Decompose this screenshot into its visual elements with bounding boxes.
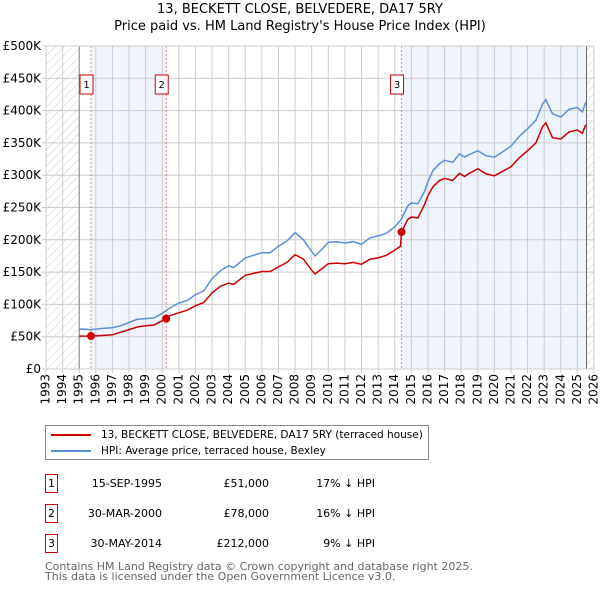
x-tick-label: 1996 bbox=[88, 374, 102, 405]
x-tick-label: 2020 bbox=[487, 374, 501, 405]
transaction-date: 15-SEP-1995 bbox=[91, 477, 162, 490]
x-tick-label: 2010 bbox=[321, 374, 335, 405]
x-tick-label: 2001 bbox=[171, 374, 185, 405]
y-tick-label: £50K bbox=[10, 330, 42, 344]
x-tick-label: 1997 bbox=[105, 374, 119, 405]
transaction-date: 30-MAR-2000 bbox=[87, 507, 162, 520]
legend-label: HPI: Average price, terraced house, Bexl… bbox=[101, 445, 326, 457]
x-tick-label: 2017 bbox=[437, 374, 451, 405]
x-tick-label: 2021 bbox=[503, 374, 517, 405]
chart-title: 13, BECKETT CLOSE, BELVEDERE, DA17 5RY bbox=[157, 2, 443, 17]
plot-border bbox=[45, 45, 595, 370]
x-tick-label: 2025 bbox=[570, 374, 584, 405]
chart-subtitle: Price paid vs. HM Land Registry's House … bbox=[114, 19, 486, 34]
x-tick-label: 2000 bbox=[155, 374, 169, 405]
sale-label: 3 bbox=[394, 80, 400, 91]
x-tick-label: 2015 bbox=[404, 374, 418, 405]
x-tick-label: 1998 bbox=[122, 374, 136, 405]
x-tick-label: 2007 bbox=[271, 374, 285, 405]
y-tick-label: £200K bbox=[3, 233, 43, 247]
x-tick-label: 2018 bbox=[454, 374, 468, 405]
x-tick-label: 2026 bbox=[587, 374, 600, 405]
transaction-hpi: 16% ↓ HPI bbox=[316, 507, 375, 520]
x-tick-label: 2014 bbox=[387, 374, 401, 405]
x-tick-label: 2008 bbox=[288, 374, 302, 405]
sale-label-box bbox=[79, 74, 94, 95]
sale-label-box bbox=[154, 74, 169, 95]
legend-swatch-blue bbox=[51, 450, 91, 452]
x-tick-label: 2019 bbox=[470, 374, 484, 405]
sale-point bbox=[87, 332, 96, 341]
x-tick-label: 2011 bbox=[337, 374, 351, 405]
x-tick-label: 2022 bbox=[520, 374, 534, 405]
transaction-row: 2 30-MAR-2000 £78,000 16% ↓ HPI bbox=[45, 504, 375, 524]
sale-point bbox=[397, 228, 406, 237]
y-tick-label: £300K bbox=[3, 168, 43, 182]
hpi-line bbox=[79, 98, 587, 331]
transaction-hpi: 9% ↓ HPI bbox=[323, 537, 375, 550]
property-price-line bbox=[79, 121, 587, 337]
x-tick-label: 1999 bbox=[138, 374, 152, 405]
x-tick-label: 2012 bbox=[354, 374, 368, 405]
legend-item-property: 13, BECKETT CLOSE, BELVEDERE, DA17 5RY (… bbox=[51, 429, 423, 441]
transaction-price: £78,000 bbox=[223, 507, 270, 520]
legend: 13, BECKETT CLOSE, BELVEDERE, DA17 5RY (… bbox=[45, 425, 429, 460]
marker-number: 3 bbox=[45, 534, 58, 553]
x-tick-label: 2004 bbox=[221, 374, 235, 405]
legend-label: 13, BECKETT CLOSE, BELVEDERE, DA17 5RY (… bbox=[101, 429, 423, 441]
y-tick-label: £450K bbox=[3, 71, 43, 85]
transaction-row: 1 15-SEP-1995 £51,000 17% ↓ HPI bbox=[45, 474, 375, 494]
y-tick-label: £100K bbox=[3, 297, 43, 311]
x-tick-label: 2005 bbox=[238, 374, 252, 405]
transaction-price: £212,000 bbox=[216, 537, 270, 550]
x-tick-label: 1993 bbox=[39, 374, 53, 405]
transaction-price: £51,000 bbox=[223, 477, 270, 490]
price-chart: 1993 1994 1995 1996 1997 1998 1999 2000 2001 2002… bbox=[3, 39, 600, 405]
transaction-hpi: 17% ↓ HPI bbox=[316, 477, 375, 490]
footer-copyright: Contains HM Land Registry data © Crown c… bbox=[45, 560, 473, 573]
sale-label-box bbox=[390, 74, 405, 95]
y-tick-label: £250K bbox=[3, 201, 43, 215]
x-tick-label: 2013 bbox=[371, 374, 385, 405]
x-tick-label: 2024 bbox=[553, 374, 567, 405]
y-tick-label: £0 bbox=[26, 362, 41, 376]
y-tick-label: £400K bbox=[3, 104, 43, 118]
transaction-date: 30-MAY-2014 bbox=[90, 537, 162, 550]
sale-point bbox=[162, 314, 171, 323]
x-tick-label: 1995 bbox=[72, 374, 86, 405]
y-tick-label: £350K bbox=[3, 136, 43, 150]
x-tick-label: 2003 bbox=[205, 374, 219, 405]
legend-item-hpi: HPI: Average price, terraced house, Bexl… bbox=[51, 445, 326, 457]
y-tick-label: £500K bbox=[3, 39, 43, 53]
x-tick-label: 2006 bbox=[254, 374, 268, 405]
marker-number: 1 bbox=[45, 474, 58, 493]
x-tick-label: 2009 bbox=[304, 374, 318, 405]
x-tick-label: 2016 bbox=[420, 374, 434, 405]
x-tick-label: 1994 bbox=[55, 374, 69, 405]
sale-label: 1 bbox=[83, 80, 89, 91]
footer-licence: This data is licensed under the Open Gov… bbox=[45, 570, 396, 583]
x-tick-label: 2002 bbox=[188, 374, 202, 405]
marker-number: 2 bbox=[45, 504, 58, 523]
legend-swatch-red bbox=[51, 434, 91, 436]
y-tick-label: £150K bbox=[3, 265, 43, 279]
transaction-row: 3 30-MAY-2014 £212,000 9% ↓ HPI bbox=[45, 534, 375, 554]
sale-label: 2 bbox=[159, 80, 165, 91]
x-tick-label: 2023 bbox=[537, 374, 551, 405]
